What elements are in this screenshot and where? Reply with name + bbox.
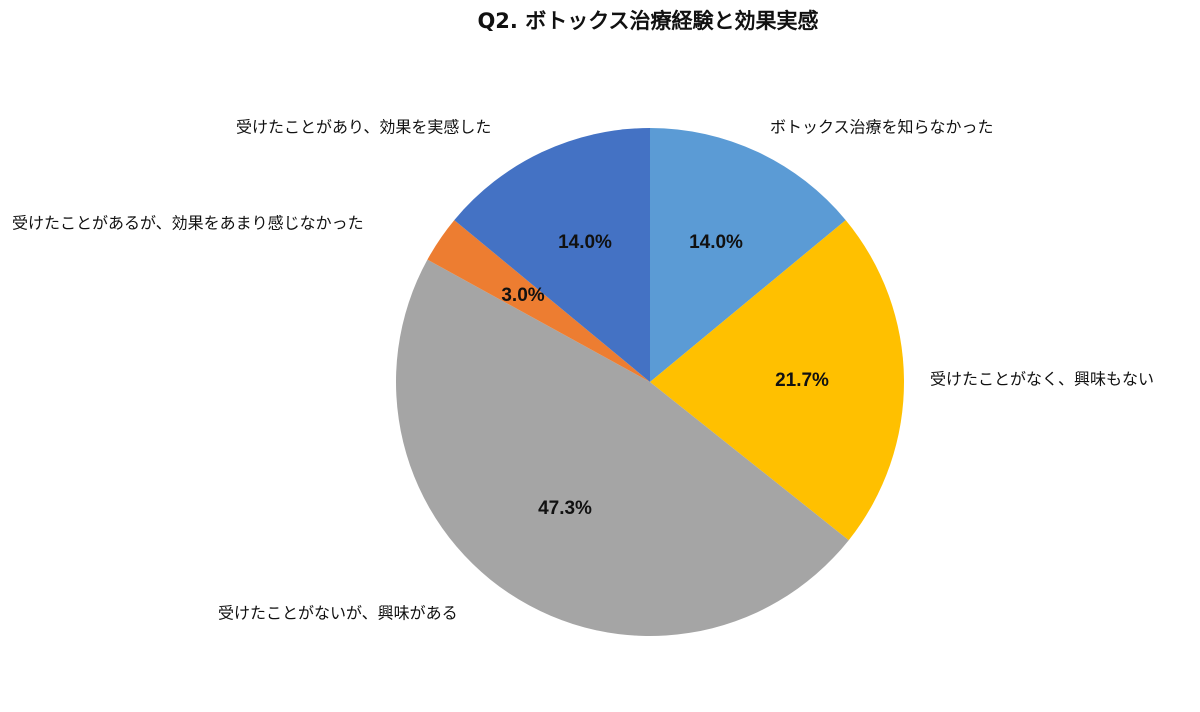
value-label: 47.3% (538, 498, 592, 519)
value-label: 3.0% (501, 285, 544, 306)
value-label: 14.0% (689, 232, 743, 253)
pie-slice (650, 128, 846, 382)
category-label: 受けたことがあり、効果を実感した (236, 118, 491, 137)
chart-title: Q2. ボトックス治療経験と効果実感 (477, 9, 818, 33)
pie-slice (427, 220, 650, 382)
pie-slice (650, 220, 904, 541)
pie-slice (454, 128, 650, 382)
category-label: 受けたことがなく、興味もない (930, 370, 1154, 389)
category-label: 受けたことがないが、興味がある (218, 604, 458, 623)
pie-slice (395, 259, 849, 637)
category-label: 受けたことがあるが、効果をあまり感じなかった (12, 214, 364, 233)
category-label: ボトックス治療を知らなかった (770, 118, 994, 137)
value-label: 14.0% (558, 232, 612, 253)
value-label: 21.7% (775, 370, 829, 391)
